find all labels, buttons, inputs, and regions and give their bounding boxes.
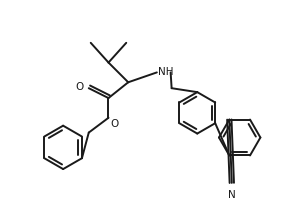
- Text: NH: NH: [158, 67, 173, 77]
- Text: O: O: [110, 119, 119, 129]
- Text: O: O: [76, 82, 84, 92]
- Text: N: N: [228, 190, 236, 200]
